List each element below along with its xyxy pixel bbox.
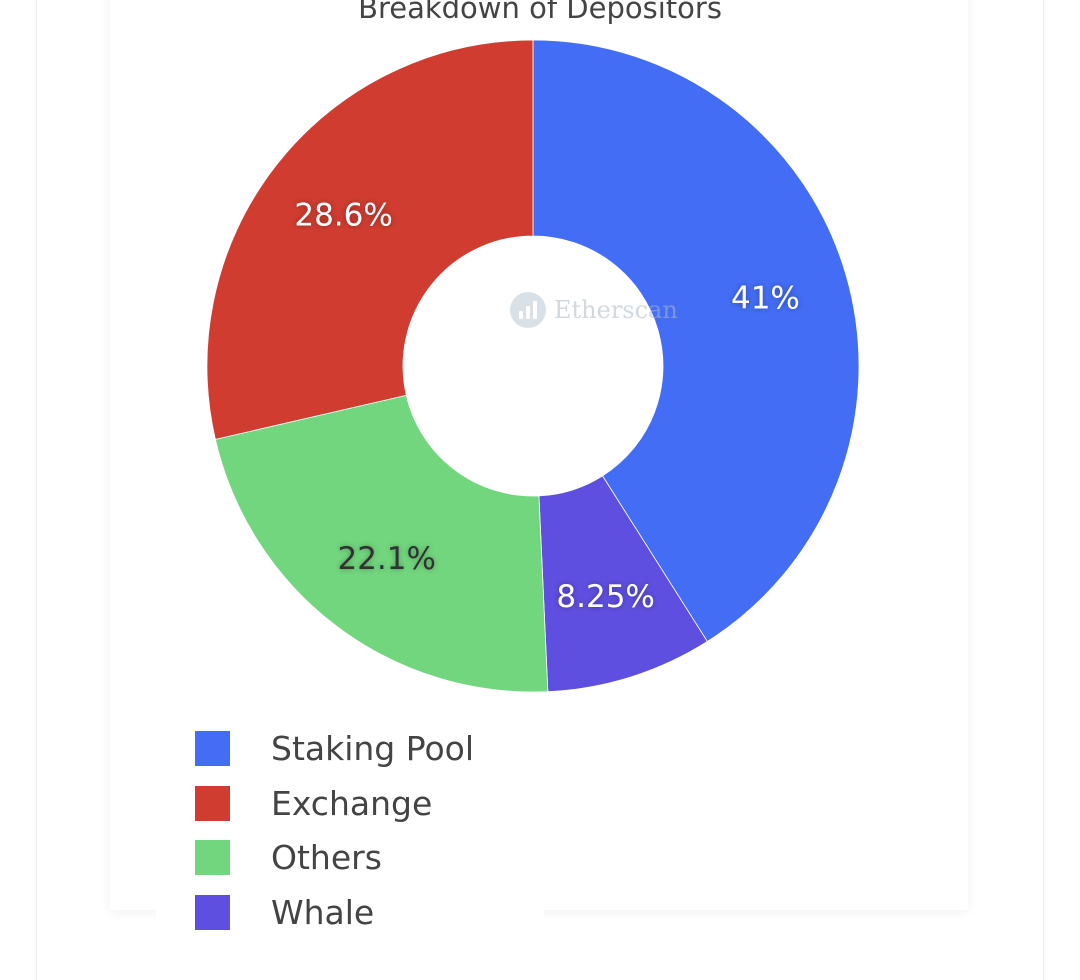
legend-swatch xyxy=(195,731,230,766)
slice-data-label: 22.1% xyxy=(337,541,435,577)
donut-slice-staking-pool[interactable] xyxy=(532,39,860,643)
legend-swatch xyxy=(195,785,230,821)
legend-swatch xyxy=(195,840,230,875)
etherscan-logo-icon xyxy=(510,292,546,328)
watermark-text: Etherscan xyxy=(554,296,678,324)
legend-label: Staking Pool xyxy=(271,729,475,768)
donut-slice-exchange[interactable] xyxy=(206,39,534,440)
slice-data-label: 41% xyxy=(731,281,800,317)
legend-label: Exchange xyxy=(271,783,433,823)
donut-chart: 41% 8.25% 22.1% 28.6% xyxy=(206,39,860,693)
legend-swatch xyxy=(195,894,230,930)
donut-slice-others[interactable] xyxy=(214,394,549,693)
legend-label: Whale xyxy=(271,892,375,932)
slice-data-label: 8.25% xyxy=(556,579,654,615)
legend-label: Others xyxy=(271,838,382,877)
etherscan-watermark: Etherscan xyxy=(510,290,682,330)
chart-title: Breakdown of Depositors xyxy=(358,0,722,25)
slice-data-label: 28.6% xyxy=(294,197,392,233)
